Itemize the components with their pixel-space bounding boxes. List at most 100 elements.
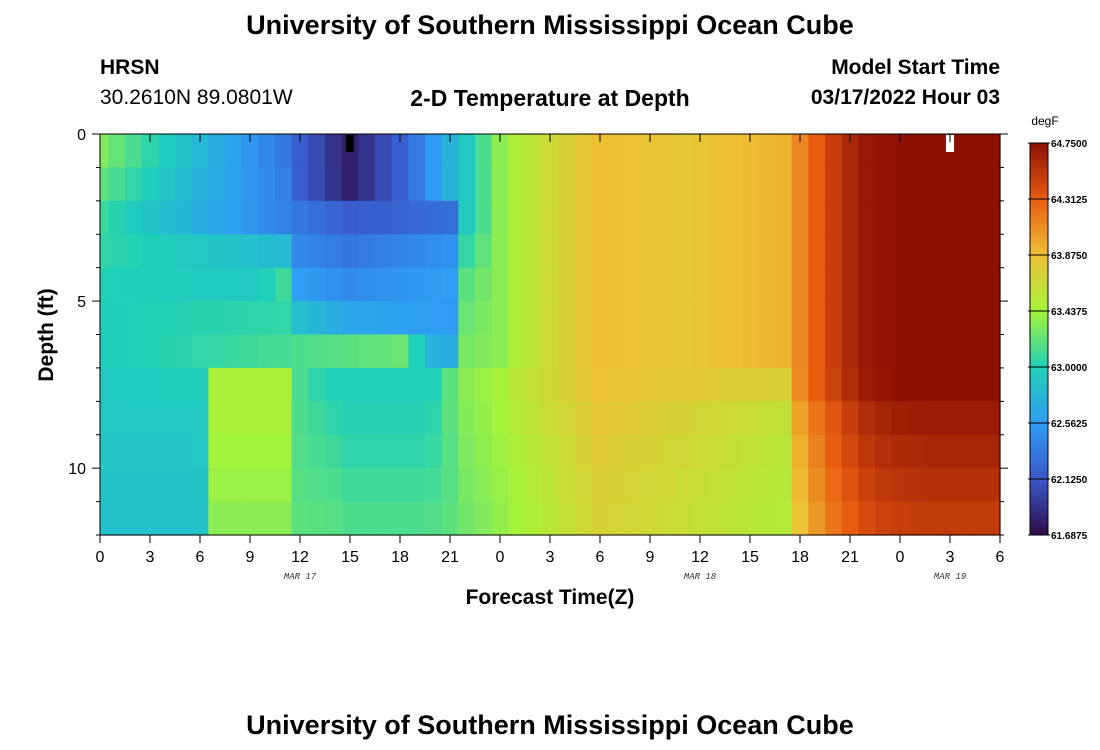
heatmap-cell bbox=[908, 401, 926, 436]
heatmap-cell bbox=[491, 267, 509, 302]
heatmap-cell bbox=[208, 501, 226, 536]
heatmap-cell bbox=[341, 234, 359, 269]
heatmap-cell bbox=[608, 200, 626, 235]
heatmap-cell bbox=[591, 468, 609, 503]
heatmap-cell bbox=[541, 134, 559, 169]
heatmap-cell bbox=[225, 367, 243, 402]
heatmap-cell bbox=[741, 501, 759, 536]
heatmap-cell bbox=[608, 468, 626, 503]
heatmap-cell bbox=[708, 401, 726, 436]
heatmap-cell bbox=[791, 468, 809, 503]
heatmap-cell bbox=[675, 468, 693, 503]
heatmap-cell bbox=[641, 434, 659, 469]
heatmap-cell bbox=[658, 434, 676, 469]
heatmap-cell bbox=[691, 267, 709, 302]
station-id: HRSN bbox=[100, 56, 160, 79]
heatmap-cell bbox=[491, 367, 509, 402]
heatmap-cell bbox=[641, 334, 659, 369]
heatmap-cell bbox=[741, 367, 759, 402]
heatmap-cell bbox=[191, 134, 209, 169]
heatmap-cell bbox=[908, 301, 926, 336]
heatmap-cell bbox=[625, 267, 643, 302]
heatmap-cell bbox=[741, 434, 759, 469]
heatmap-cell bbox=[741, 301, 759, 336]
page-title-bottom: University of Southern Mississippi Ocean… bbox=[246, 710, 854, 740]
heatmap-cell bbox=[458, 468, 476, 503]
heatmap-cell bbox=[658, 468, 676, 503]
heatmap-cell bbox=[575, 334, 593, 369]
heatmap-cell bbox=[791, 301, 809, 336]
heatmap-cell bbox=[891, 234, 909, 269]
heatmap-cell bbox=[875, 434, 893, 469]
heatmap-cell bbox=[775, 167, 793, 202]
heatmap-cell bbox=[508, 501, 526, 536]
heatmap-cell bbox=[108, 200, 126, 235]
heatmap-cell bbox=[891, 468, 909, 503]
heatmap-cell bbox=[975, 401, 993, 436]
heatmap-cell bbox=[441, 301, 459, 336]
heatmap-cell bbox=[275, 367, 293, 402]
x-tick-label: 3 bbox=[146, 549, 155, 566]
heatmap-cell bbox=[341, 200, 359, 235]
heatmap-cell bbox=[291, 267, 309, 302]
heatmap-cell bbox=[391, 434, 409, 469]
heatmap-cell bbox=[491, 134, 509, 169]
heatmap-cell bbox=[775, 468, 793, 503]
heatmap-cell bbox=[375, 167, 393, 202]
heatmap-cell bbox=[158, 301, 176, 336]
heatmap-cell bbox=[275, 468, 293, 503]
heatmap-cell bbox=[341, 267, 359, 302]
heatmap-cell bbox=[475, 434, 493, 469]
heatmap-cell bbox=[441, 401, 459, 436]
heatmap-cell bbox=[725, 401, 743, 436]
heatmap-cell bbox=[525, 334, 543, 369]
heatmap-cell bbox=[275, 334, 293, 369]
heatmap-cell bbox=[991, 267, 1001, 302]
heatmap-cell bbox=[575, 434, 593, 469]
time-marker bbox=[946, 135, 954, 152]
heatmap-cell bbox=[675, 134, 693, 169]
heatmap-cell bbox=[458, 501, 476, 536]
heatmap-cell bbox=[925, 468, 943, 503]
heatmap-cell bbox=[475, 468, 493, 503]
heatmap-cell bbox=[991, 200, 1001, 235]
heatmap-cell bbox=[575, 267, 593, 302]
heatmap-cell bbox=[541, 334, 559, 369]
heatmap-cell bbox=[258, 234, 276, 269]
heatmap-cell bbox=[908, 367, 926, 402]
heatmap-cell bbox=[391, 501, 409, 536]
heatmap-cell bbox=[975, 234, 993, 269]
heatmap-cell bbox=[258, 401, 276, 436]
y-axis-ticks: 0 5 10 bbox=[68, 127, 1008, 536]
heatmap-cell bbox=[641, 234, 659, 269]
heatmap-cell bbox=[408, 267, 426, 302]
heatmap-cell bbox=[841, 234, 859, 269]
heatmap-cell bbox=[525, 267, 543, 302]
heatmap-cell bbox=[108, 401, 126, 436]
heatmap-cell bbox=[591, 334, 609, 369]
heatmap-cell bbox=[258, 167, 276, 202]
heatmap-cell bbox=[108, 234, 126, 269]
heatmap-cell bbox=[641, 301, 659, 336]
heatmap-cell bbox=[341, 468, 359, 503]
heatmap-cell bbox=[741, 468, 759, 503]
heatmap-cell bbox=[808, 167, 826, 202]
heatmap-cell bbox=[875, 501, 893, 536]
heatmap-cell bbox=[858, 401, 876, 436]
heatmap-cell bbox=[608, 334, 626, 369]
heatmap-cell bbox=[308, 301, 326, 336]
heatmap-cell bbox=[591, 200, 609, 235]
heatmap-cell bbox=[441, 367, 459, 402]
heatmap-cell bbox=[375, 234, 393, 269]
heatmap-cell bbox=[325, 367, 343, 402]
heatmap-cell bbox=[491, 468, 509, 503]
heatmap-cell bbox=[925, 234, 943, 269]
heatmap-cell bbox=[891, 434, 909, 469]
heatmap-cell bbox=[591, 367, 609, 402]
heatmap-cell bbox=[175, 468, 193, 503]
heatmap-cell bbox=[108, 367, 126, 402]
heatmap-cell bbox=[958, 334, 976, 369]
heatmap-cell bbox=[975, 200, 993, 235]
heatmap-cell bbox=[825, 234, 843, 269]
heatmap-cell bbox=[375, 468, 393, 503]
